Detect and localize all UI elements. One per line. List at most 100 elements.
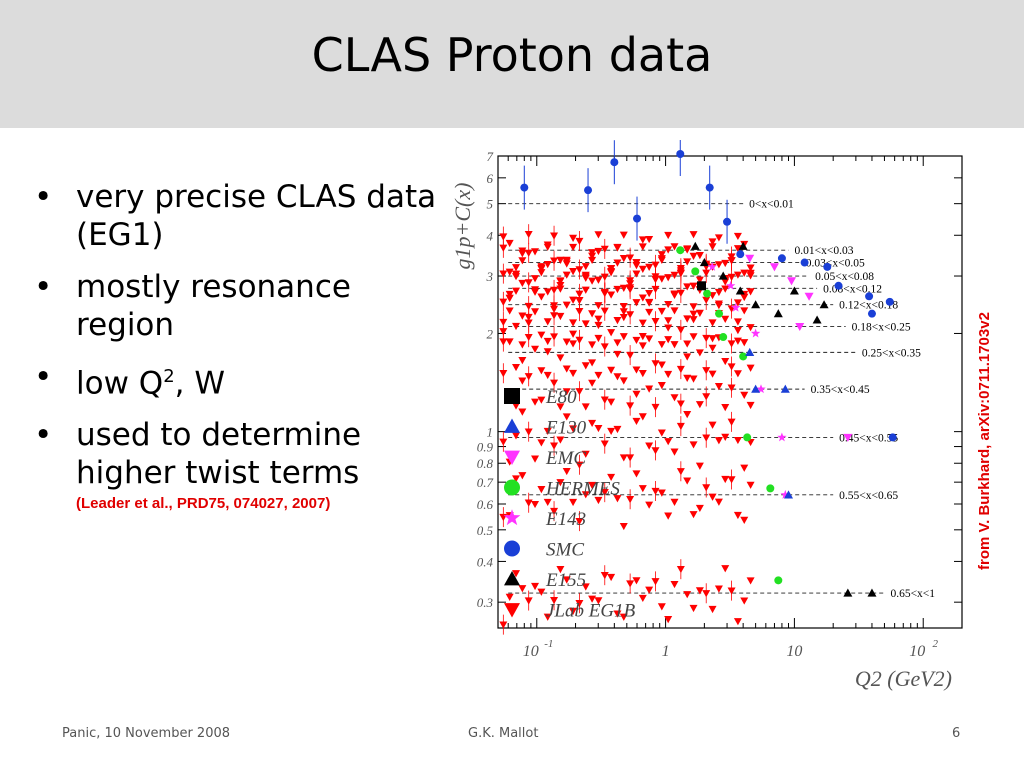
- data-point: [670, 307, 679, 315]
- data-point: [670, 580, 679, 589]
- data-point: [600, 245, 609, 253]
- data-point: [702, 367, 711, 375]
- data-point: [689, 375, 698, 383]
- data-point: [645, 308, 654, 317]
- data-point: [556, 436, 565, 444]
- data-point: [499, 370, 508, 378]
- data-point: [607, 427, 616, 436]
- data-point: [657, 603, 666, 611]
- data-point: [657, 429, 666, 437]
- data-point: [569, 498, 578, 507]
- data-point: [723, 217, 732, 226]
- data-point: [738, 241, 748, 250]
- data-point: [664, 246, 673, 254]
- data-point: [543, 288, 552, 296]
- data-point: [499, 621, 508, 629]
- legend-label: JLab EG1B: [546, 601, 636, 622]
- data-point: [657, 382, 666, 390]
- data-point: [499, 438, 508, 446]
- data-point: [537, 439, 546, 447]
- data-point: [537, 486, 546, 494]
- data-point: [594, 302, 603, 310]
- data-point: [575, 600, 584, 608]
- data-point: [670, 341, 679, 349]
- data-point: [537, 293, 546, 301]
- data-point: [740, 307, 749, 315]
- data-point: [769, 263, 779, 272]
- data-point: [594, 247, 603, 256]
- data-point: [632, 470, 641, 478]
- data-point: [600, 289, 609, 298]
- data-point: [714, 383, 723, 391]
- data-point: [689, 231, 698, 239]
- data-point: [689, 303, 698, 311]
- data-point: [512, 270, 521, 278]
- data-point: [512, 287, 521, 295]
- data-point: [543, 243, 552, 251]
- data-point: [638, 236, 647, 244]
- data-point: [520, 183, 529, 192]
- data-point: [575, 336, 584, 344]
- data-point: [632, 299, 641, 307]
- data-point: [888, 433, 897, 442]
- data-point: [702, 393, 711, 401]
- data-point: [695, 504, 704, 513]
- data-point: [780, 384, 790, 393]
- data-point: [651, 447, 660, 455]
- data-point: [626, 351, 635, 360]
- legend-marker: [504, 540, 520, 557]
- data-point: [708, 421, 717, 429]
- data-point: [556, 277, 565, 286]
- data-point: [632, 259, 641, 267]
- data-point: [651, 285, 660, 294]
- data-point: [581, 403, 590, 411]
- y-tick-label: 0.8: [477, 456, 494, 471]
- data-point: [512, 264, 521, 272]
- data-point: [756, 384, 766, 394]
- data-point: [543, 337, 552, 346]
- bullet-text: very precise CLAS data (EG1): [76, 179, 437, 253]
- data-point: [562, 271, 571, 279]
- data-point: [562, 258, 571, 266]
- data-point: [575, 297, 584, 305]
- data-point: [689, 310, 698, 318]
- data-point: [657, 489, 666, 497]
- data-point: [518, 408, 527, 416]
- data-point: [726, 280, 736, 290]
- data-point: [733, 436, 742, 445]
- data-point: [524, 499, 533, 507]
- data-point: [683, 315, 692, 323]
- data-point: [581, 320, 590, 328]
- data-point: [531, 248, 540, 256]
- data-point: [702, 296, 711, 304]
- data-point: [613, 610, 622, 618]
- data-point: [588, 341, 597, 349]
- legend-marker: [504, 388, 520, 404]
- bullet-item: • used to determine higher twist terms (…: [34, 416, 444, 514]
- series-hermes: [676, 246, 783, 585]
- data-point: [512, 322, 521, 331]
- data-point: [632, 390, 641, 398]
- data-point: [721, 315, 730, 323]
- data-point: [550, 333, 559, 341]
- data-point: [619, 454, 628, 462]
- data-point: [556, 312, 565, 321]
- data-point: [594, 496, 603, 505]
- data-point: [733, 618, 742, 626]
- data-point: [645, 586, 654, 594]
- data-point: [613, 259, 622, 267]
- data-point: [714, 288, 723, 297]
- data-point: [607, 269, 616, 277]
- data-point: [670, 271, 679, 279]
- data-point: [569, 319, 578, 327]
- data-point: [664, 274, 673, 282]
- data-point: [651, 261, 660, 269]
- data-point: [588, 249, 597, 257]
- y-tick-label: 0.3: [477, 595, 494, 610]
- data-point: [512, 432, 521, 440]
- bullet-text: low Q: [76, 365, 164, 402]
- data-point: [751, 384, 761, 393]
- x-tick-label-group: 1: [662, 643, 670, 660]
- legend-label: E130: [545, 418, 587, 439]
